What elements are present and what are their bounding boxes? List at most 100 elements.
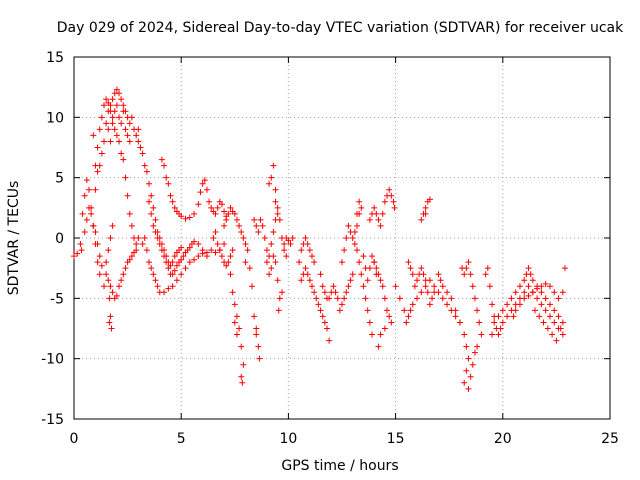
data-point <box>96 162 103 169</box>
data-point <box>246 265 253 272</box>
data-point <box>391 204 398 211</box>
data-point <box>298 247 305 254</box>
data-point <box>381 295 388 302</box>
data-point <box>474 307 481 314</box>
data-point <box>92 228 99 235</box>
data-point <box>191 238 198 245</box>
data-point <box>349 271 356 278</box>
data-point <box>146 198 153 205</box>
data-point <box>94 259 101 266</box>
data-point <box>274 277 281 284</box>
data-point <box>206 198 213 205</box>
data-point <box>221 208 228 215</box>
data-point <box>173 277 180 284</box>
data-point <box>308 283 315 290</box>
data-point <box>161 253 168 260</box>
data-point <box>275 307 282 314</box>
data-point <box>321 319 328 326</box>
data-point <box>326 295 333 302</box>
x-tick-label: 20 <box>494 431 512 447</box>
data-point <box>161 162 168 169</box>
data-point <box>439 295 446 302</box>
data-point <box>182 215 189 222</box>
data-point <box>120 108 127 115</box>
data-point <box>139 150 146 157</box>
data-point <box>122 174 129 181</box>
data-point <box>345 283 352 290</box>
data-point <box>540 319 547 326</box>
data-point <box>118 150 125 157</box>
data-point <box>411 283 418 290</box>
data-point <box>559 289 566 296</box>
data-point <box>354 210 361 217</box>
data-point <box>319 283 326 290</box>
data-point <box>94 144 101 151</box>
data-point <box>482 271 489 278</box>
data-point <box>386 313 393 320</box>
data-point <box>435 271 442 278</box>
data-point <box>133 132 140 139</box>
data-point <box>94 168 101 175</box>
y-tick-label: -5 <box>50 291 64 307</box>
data-point <box>270 162 277 169</box>
data-point <box>86 204 93 211</box>
data-point <box>116 283 123 290</box>
data-point <box>306 277 313 284</box>
data-point <box>227 204 234 211</box>
data-point <box>199 180 206 187</box>
data-point <box>146 180 153 187</box>
data-point <box>236 222 243 229</box>
data-point <box>109 96 116 103</box>
data-point <box>255 228 262 235</box>
data-point <box>418 265 425 272</box>
data-point <box>81 192 88 199</box>
data-point <box>504 313 511 320</box>
data-point <box>544 325 551 332</box>
data-point <box>105 277 112 284</box>
data-point <box>180 253 187 260</box>
data-point <box>422 283 429 290</box>
data-point <box>225 259 232 266</box>
data-point <box>178 271 185 278</box>
data-point <box>106 295 113 302</box>
data-point <box>407 307 414 314</box>
data-point <box>497 325 504 332</box>
data-point <box>538 301 545 308</box>
data-point <box>381 198 388 205</box>
data-point <box>94 241 101 248</box>
data-point <box>296 259 303 266</box>
data-point <box>478 331 485 338</box>
data-point <box>101 138 108 145</box>
data-point <box>538 289 545 296</box>
data-point <box>351 241 358 248</box>
data-point <box>266 180 273 187</box>
data-point <box>88 210 95 217</box>
data-point <box>229 247 236 254</box>
data-point <box>529 289 536 296</box>
data-point <box>79 210 86 217</box>
data-point <box>559 319 566 326</box>
data-point <box>469 361 476 368</box>
data-point <box>195 253 202 260</box>
data-point <box>452 313 459 320</box>
data-point <box>362 295 369 302</box>
data-point <box>424 289 431 296</box>
data-point <box>178 244 185 251</box>
data-point <box>268 174 275 181</box>
data-point <box>414 295 421 302</box>
data-point <box>116 114 123 121</box>
data-point <box>343 235 350 241</box>
data-point <box>148 210 155 217</box>
data-point <box>551 307 558 314</box>
data-point <box>512 307 519 314</box>
data-point <box>263 247 270 254</box>
data-point <box>244 247 251 254</box>
data-point <box>135 138 142 145</box>
data-point <box>191 256 198 263</box>
data-point <box>212 249 219 256</box>
data-point <box>165 285 172 292</box>
data-point <box>118 277 125 284</box>
data-point <box>510 313 517 320</box>
data-point <box>152 216 159 223</box>
